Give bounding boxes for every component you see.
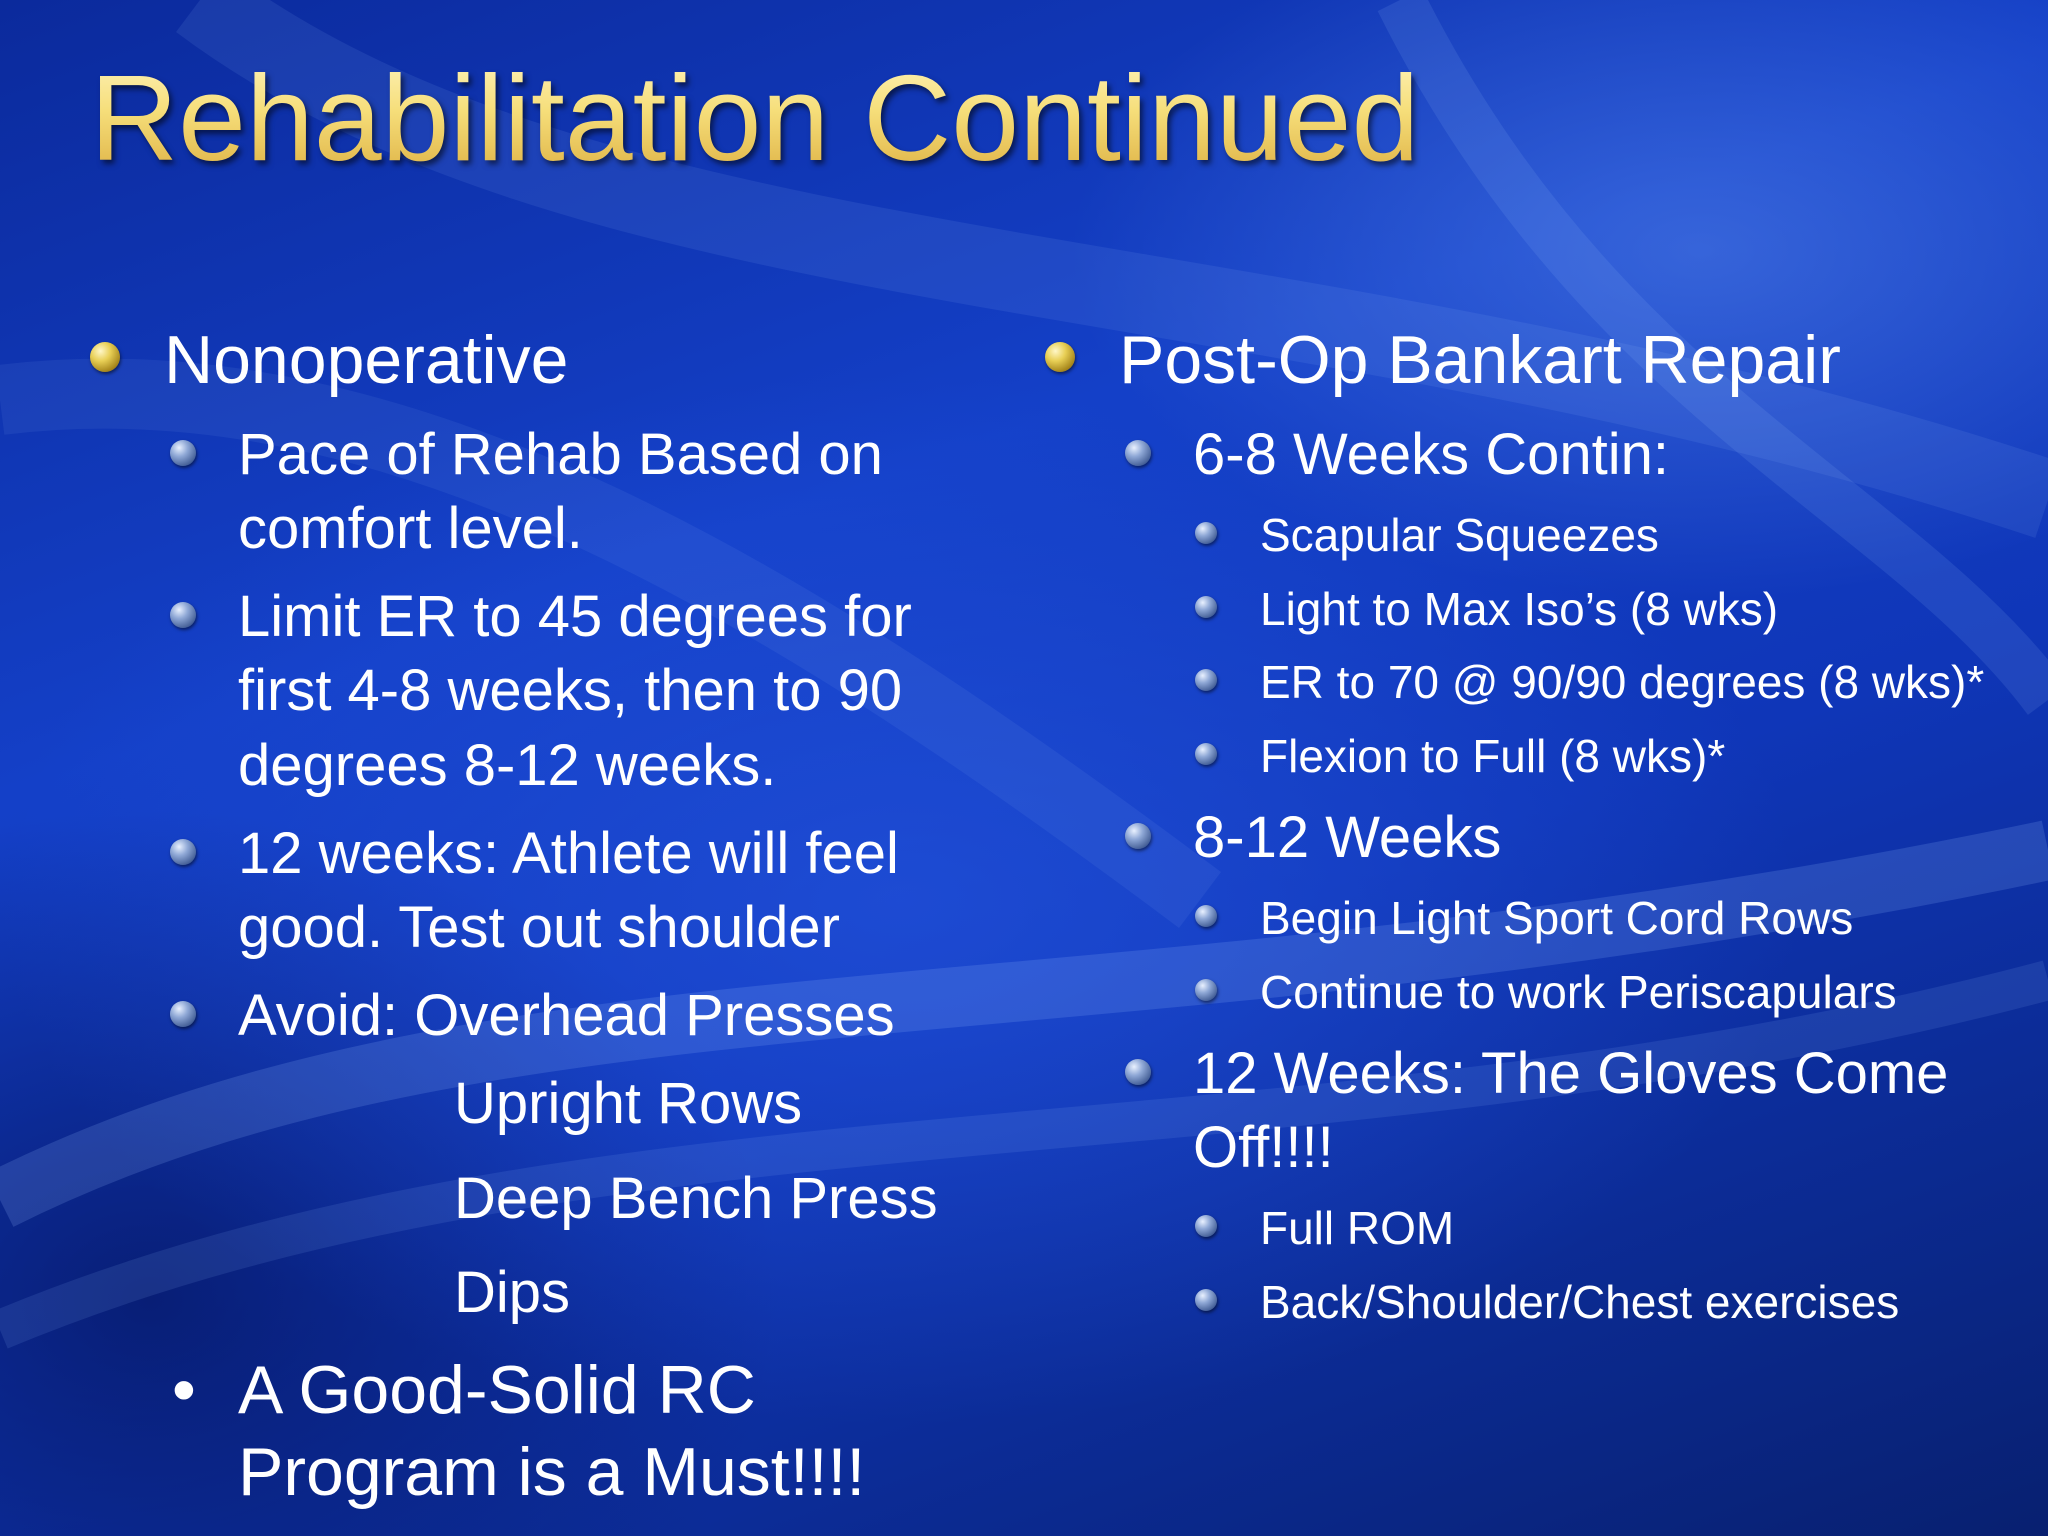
subitem-text: Scapular Squeezes: [1260, 508, 1659, 561]
left-column: Nonoperative Pace of Rehab Based on comf…: [90, 320, 1010, 1513]
left-item: Limit ER to 45 degrees for first 4-8 wee…: [90, 580, 1010, 803]
left-item-text: 12 weeks: Athlete will feel good. Test o…: [238, 820, 899, 960]
right-heading-text: Post-Op Bankart Repair: [1119, 322, 1841, 398]
right-subitem: Back/Shoulder/Chest exercises: [1045, 1273, 2025, 1333]
left-closing-text: A Good-Solid RC Program is a Must!!!!: [238, 1352, 866, 1510]
right-section-label: 6-8 Weeks Contin:: [1045, 418, 2025, 492]
left-item: 12 weeks: Athlete will feel good. Test o…: [90, 817, 1010, 965]
small-blue-bullet-icon: [1195, 1215, 1217, 1238]
right-subitem: Begin Light Sport Cord Rows: [1045, 889, 2025, 949]
right-subitem: Continue to work Periscapulars: [1045, 963, 2025, 1023]
slide-title: Rehabilitation Continued: [90, 45, 1419, 191]
right-subitem: Flexion to Full (8 wks)*: [1045, 727, 2025, 787]
blue-bullet-icon: [1125, 823, 1151, 850]
subitem-text: Back/Shoulder/Chest exercises: [1260, 1276, 1900, 1329]
subitem-text: Continue to work Periscapulars: [1260, 966, 1897, 1019]
avoid-item: Deep Bench Press: [454, 1165, 938, 1231]
gold-bullet-icon: [90, 342, 120, 372]
small-blue-bullet-icon: [1195, 743, 1217, 766]
blue-bullet-icon: [170, 1001, 196, 1028]
right-column: Post-Op Bankart Repair 6-8 Weeks Contin:…: [1045, 320, 2025, 1347]
gold-bullet-icon: [1045, 342, 1075, 372]
left-item-text: Pace of Rehab Based on comfort level.: [238, 421, 883, 561]
left-item-avoid: Avoid: Overhead Presses: [90, 979, 1010, 1053]
section-label-text: 12 Weeks: The Gloves Come Off!!!!: [1193, 1040, 1949, 1181]
section-label-text: 6-8 Weeks Contin:: [1193, 421, 1670, 487]
small-blue-bullet-icon: [1195, 905, 1217, 928]
small-blue-bullet-icon: [1195, 1289, 1217, 1312]
dot-bullet-icon: •: [172, 1352, 196, 1429]
left-closing: • A Good-Solid RC Program is a Must!!!!: [90, 1350, 1010, 1513]
right-section-label: 8-12 Weeks: [1045, 801, 2025, 875]
blue-bullet-icon: [170, 602, 196, 629]
blue-bullet-icon: [1125, 1058, 1151, 1085]
right-heading: Post-Op Bankart Repair: [1045, 320, 2025, 402]
left-heading: Nonoperative: [90, 320, 1010, 402]
right-subitem: Full ROM: [1045, 1199, 2025, 1259]
left-item: Pace of Rehab Based on comfort level.: [90, 418, 1010, 566]
subitem-text: ER to 70 @ 90/90 degrees (8 wks)*: [1260, 656, 1985, 709]
avoid-item: Dips: [454, 1259, 571, 1325]
blue-bullet-icon: [170, 439, 196, 466]
small-blue-bullet-icon: [1195, 979, 1217, 1002]
subitem-text: Flexion to Full (8 wks)*: [1260, 730, 1726, 783]
right-subitem: Scapular Squeezes: [1045, 506, 2025, 566]
left-item-text: Limit ER to 45 degrees for first 4-8 wee…: [238, 584, 912, 798]
subitem-text: Full ROM: [1260, 1202, 1455, 1255]
left-item-text: Avoid: Overhead Presses: [238, 983, 895, 1049]
avoid-item: Upright Rows: [454, 1071, 803, 1137]
subitem-text: Light to Max Iso’s (8 wks): [1260, 582, 1779, 635]
blue-bullet-icon: [170, 838, 196, 865]
small-blue-bullet-icon: [1195, 669, 1217, 692]
small-blue-bullet-icon: [1195, 595, 1217, 618]
blue-bullet-icon: [1125, 439, 1151, 466]
right-section-label: 12 Weeks: The Gloves Come Off!!!!: [1045, 1037, 2025, 1185]
subitem-text: Begin Light Sport Cord Rows: [1260, 892, 1854, 945]
small-blue-bullet-icon: [1195, 521, 1217, 544]
right-subitem: Light to Max Iso’s (8 wks): [1045, 580, 2025, 640]
right-subitem: ER to 70 @ 90/90 degrees (8 wks)*: [1045, 653, 2025, 713]
section-label-text: 8-12 Weeks: [1193, 805, 1502, 871]
left-heading-text: Nonoperative: [164, 322, 569, 398]
